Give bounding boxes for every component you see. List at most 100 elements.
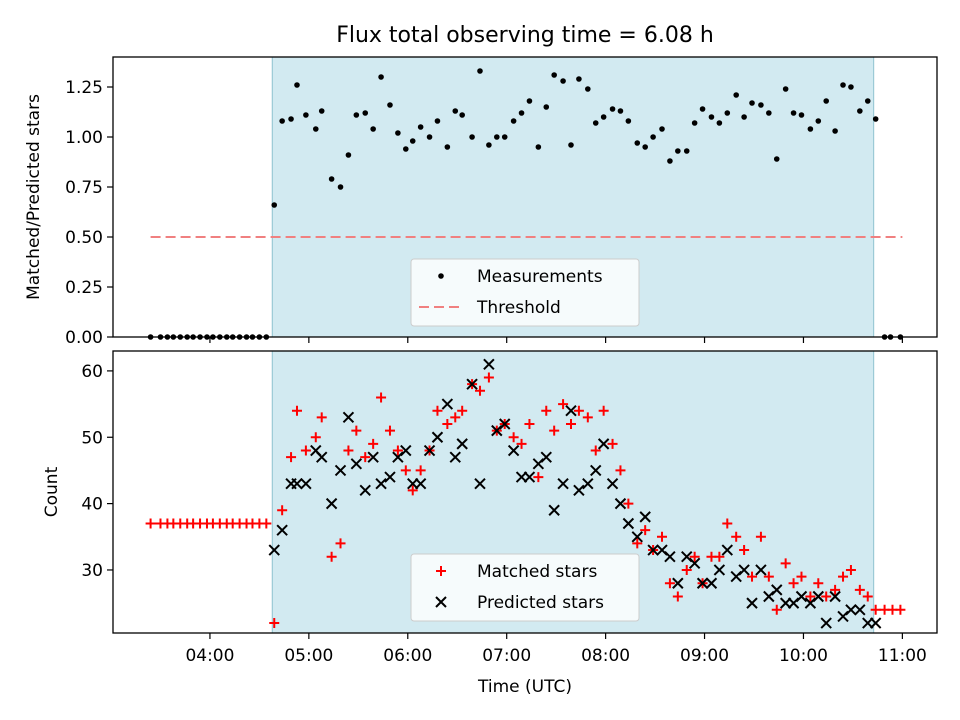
measurement-point xyxy=(807,126,814,132)
measurement-point xyxy=(667,158,673,164)
measurement-point xyxy=(312,126,319,132)
matched-star-point xyxy=(838,571,849,582)
x-tick-label: 09:00 xyxy=(680,646,729,666)
predicted-star-point xyxy=(672,577,684,589)
measurement-point xyxy=(345,152,352,158)
bottom-legend-label: Matched stars xyxy=(477,562,597,582)
measurement-point xyxy=(741,114,747,120)
predicted-star-point xyxy=(291,477,303,490)
matched-star-point xyxy=(755,531,766,542)
measurement-point xyxy=(798,112,805,118)
measurement-point xyxy=(848,84,854,90)
x-tick-label: 08:00 xyxy=(581,646,630,666)
predicted-star-point xyxy=(771,584,783,596)
top-legend: Measurements Threshold xyxy=(410,258,640,327)
matched-star-point xyxy=(747,571,758,582)
measurement-point xyxy=(535,144,542,150)
predicted-star-point xyxy=(746,597,758,609)
measurement-point xyxy=(294,82,300,88)
predicted-star-point xyxy=(483,358,495,370)
plot-layer: 0.00 0.25 0.50 0.75 1.00 1.25 30 40 50 60 04:00 05:… xyxy=(65,56,938,666)
measurement-point xyxy=(832,128,838,134)
matched-star-point xyxy=(300,445,311,456)
matched-star-point xyxy=(360,452,371,463)
x-tick-label: 05:00 xyxy=(284,646,333,666)
matched-star-point xyxy=(714,551,725,562)
predicted-star-point xyxy=(548,504,560,516)
predicted-star-point xyxy=(384,471,396,483)
matched-star-point xyxy=(392,445,403,456)
measurement-point xyxy=(782,86,789,92)
matched-star-point xyxy=(582,412,593,423)
predicted-star-point xyxy=(431,431,444,443)
measurement-point xyxy=(749,100,755,106)
measurement-point xyxy=(403,146,409,152)
predicted-star-point xyxy=(400,444,412,457)
top-y-tick-label: 0.50 xyxy=(65,228,103,248)
measurement-point xyxy=(434,118,441,124)
measurement-point xyxy=(288,116,294,122)
measurement-point xyxy=(378,74,384,80)
measurement-point xyxy=(773,156,780,162)
measurement-point xyxy=(417,124,424,130)
predicted-star-point xyxy=(441,398,454,410)
measurement-point xyxy=(560,78,566,84)
predicted-star-point xyxy=(854,604,866,616)
predicted-star-point xyxy=(795,590,808,603)
matched-star-point xyxy=(558,399,569,410)
predicted-star-point xyxy=(375,477,387,490)
matched-star-point xyxy=(457,405,468,416)
matched-star-point xyxy=(516,438,527,449)
matched-star-point xyxy=(664,578,675,589)
predicted-star-point xyxy=(606,477,619,490)
measurement-point xyxy=(585,86,591,92)
matched-star-point xyxy=(573,405,584,416)
matched-star-point xyxy=(442,418,453,429)
measurement-point xyxy=(716,120,723,126)
predicted-star-point xyxy=(540,451,552,463)
measurement-point xyxy=(501,134,508,140)
top-legend-label: Threshold xyxy=(476,298,561,318)
measurement-point xyxy=(395,130,401,136)
matched-star-point xyxy=(830,584,841,595)
measurement-point xyxy=(510,118,517,124)
predicted-star-point xyxy=(499,418,511,430)
matched-star-point xyxy=(731,531,742,542)
matched-star-point xyxy=(400,465,411,476)
measurement-point xyxy=(659,126,665,132)
matched-star-point xyxy=(813,578,824,589)
matched-star-point xyxy=(286,452,297,463)
measurement-point xyxy=(543,104,550,110)
predicted-star-point xyxy=(507,444,520,457)
matched-star-point xyxy=(384,425,395,436)
matched-star-point xyxy=(845,564,856,575)
matched-star-point xyxy=(474,385,485,396)
x-tick-label: 07:00 xyxy=(482,646,531,666)
measurement-point xyxy=(576,76,582,82)
matched-star-point xyxy=(796,571,807,582)
measurement-point xyxy=(758,102,764,108)
matched-star-point xyxy=(343,445,354,456)
x-axis-label: Time (UTC) xyxy=(477,677,572,697)
measurement-point xyxy=(840,82,846,88)
measurement-point xyxy=(815,118,822,124)
predicted-star-point xyxy=(414,477,427,490)
measurement-point xyxy=(353,112,360,118)
measurement-point xyxy=(617,108,624,114)
measurement-point xyxy=(592,120,599,126)
legend-predicted-icon xyxy=(435,596,447,608)
measurement-point xyxy=(318,108,325,114)
measurement-point xyxy=(526,98,533,104)
matched-star-point xyxy=(145,518,156,529)
predicted-star-point xyxy=(582,477,594,490)
matched-star-point xyxy=(351,425,362,436)
predicted-star-point xyxy=(639,511,651,523)
matched-star-point xyxy=(316,412,327,423)
matched-star-point xyxy=(623,498,634,509)
matched-star-point xyxy=(277,505,288,516)
top-y-tick-label: 1.25 xyxy=(65,78,103,98)
predicted-star-point xyxy=(466,378,478,390)
x-tick-label: 04:00 xyxy=(185,646,234,666)
predicted-star-point xyxy=(300,477,312,490)
measurement-point xyxy=(864,98,871,104)
